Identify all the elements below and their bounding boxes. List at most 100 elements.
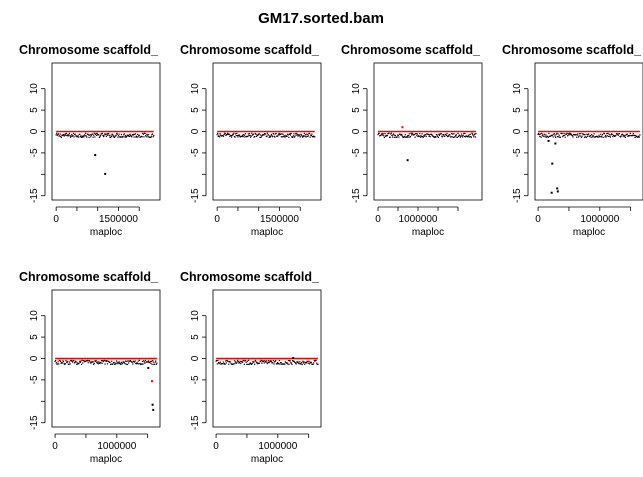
- cloud-point: [617, 133, 619, 135]
- cloud-point: [251, 362, 253, 364]
- cloud-point: [220, 363, 222, 365]
- cloud-point: [120, 361, 122, 364]
- cloud-point: [118, 361, 121, 363]
- cloud-point: [474, 133, 476, 135]
- cloud-point: [567, 135, 569, 137]
- cloud-point: [56, 363, 58, 365]
- cloud-point: [548, 135, 551, 137]
- cloud-point: [282, 136, 285, 138]
- cloud-point: [549, 135, 551, 138]
- cloud-point: [71, 360, 73, 362]
- cloud-point: [383, 136, 385, 139]
- cloud-point: [85, 135, 87, 137]
- cloud-point: [139, 362, 141, 365]
- cloud-point: [564, 136, 566, 138]
- cloud-point: [94, 360, 96, 362]
- cloud-point: [83, 136, 85, 138]
- cloud-point: [317, 363, 319, 365]
- cloud-point: [303, 361, 305, 363]
- cloud-point: [244, 136, 246, 138]
- cloud-point: [570, 133, 572, 135]
- cloud-point: [633, 134, 635, 136]
- cloud-point: [62, 360, 64, 362]
- plot-frame: [212, 289, 322, 428]
- cloud-point: [557, 136, 560, 138]
- cloud-point: [118, 133, 120, 135]
- cloud-point: [108, 134, 110, 137]
- cloud-point: [86, 136, 88, 138]
- cloud-point: [415, 133, 417, 135]
- cloud-point: [67, 363, 69, 365]
- cloud-point: [250, 135, 252, 137]
- cloud-point: [312, 136, 314, 138]
- cloud-point: [109, 363, 112, 366]
- cloud-point: [314, 359, 317, 361]
- cloud-point: [591, 135, 593, 137]
- cloud-point: [296, 134, 298, 136]
- cloud-point: [123, 361, 125, 364]
- cloud-point: [307, 361, 309, 363]
- cloud-point: [224, 132, 226, 135]
- cloud-point: [254, 132, 256, 135]
- y-tick-label: 5: [29, 334, 40, 340]
- panel-grid: Chromosome scaffold_ -15 -5 0 5 10 0 1500000 map…: [19, 43, 643, 465]
- cloud-point: [94, 360, 97, 362]
- chart-panel-2: Chromosome scaffold_ -15 -5 0 5 10 0 1500000 map…: [180, 43, 322, 238]
- cloud-point: [623, 134, 625, 136]
- cloud-point: [101, 362, 103, 364]
- cloud-point: [68, 363, 70, 365]
- chart-panel-1: Chromosome scaffold_ -15 -5 0 5 10 0 1500000 map…: [19, 43, 161, 238]
- cloud-point: [615, 133, 618, 135]
- cloud-point: [146, 134, 149, 136]
- data-point: [550, 191, 553, 194]
- y-tick-label: 5: [190, 107, 201, 113]
- cloud-point: [217, 132, 219, 134]
- cloud-point: [67, 135, 69, 137]
- cloud-point: [230, 136, 233, 138]
- cloud-point: [149, 360, 151, 363]
- cloud-point: [269, 360, 271, 362]
- cloud-point: [473, 134, 475, 136]
- cloud-point: [272, 136, 274, 138]
- cloud-point: [89, 361, 91, 363]
- cloud-point: [96, 362, 98, 364]
- cloud-point: [94, 136, 96, 138]
- cloud-point: [578, 135, 580, 137]
- cloud-point: [286, 362, 288, 364]
- cloud-point: [81, 359, 83, 361]
- cloud-point: [241, 361, 244, 363]
- x-tick-label: 0: [52, 441, 58, 452]
- cloud-point: [277, 135, 279, 137]
- cloud-point: [64, 363, 66, 365]
- cloud-point: [85, 360, 87, 362]
- cloud-point: [153, 363, 156, 365]
- cloud-point: [609, 136, 611, 138]
- cloud-point: [79, 360, 81, 363]
- cloud-point: [307, 134, 309, 136]
- y-tick-label: -5: [351, 148, 362, 157]
- cloud-point: [285, 362, 288, 364]
- cloud-point: [260, 359, 262, 362]
- cloud-point: [544, 136, 546, 138]
- cloud-point: [236, 361, 238, 363]
- cloud-point: [274, 360, 276, 363]
- cloud-point: [401, 135, 403, 137]
- cloud-point: [108, 132, 110, 135]
- cloud-point: [87, 362, 89, 364]
- cloud-point: [445, 133, 447, 136]
- cloud-point: [116, 133, 118, 135]
- cloud-point: [545, 136, 548, 138]
- cloud-point: [102, 360, 104, 363]
- cloud-point: [285, 134, 287, 136]
- cloud-point: [60, 136, 62, 138]
- cloud-point: [593, 133, 595, 135]
- cloud-point: [63, 363, 65, 365]
- cloud-point: [106, 133, 108, 135]
- cloud-point: [226, 360, 229, 362]
- cloud-point: [228, 363, 230, 365]
- cloud-point: [84, 361, 86, 363]
- y-tick-label: -15: [190, 415, 201, 430]
- cloud-point: [81, 135, 83, 137]
- cloud-point: [244, 360, 246, 362]
- cloud-point: [629, 132, 631, 134]
